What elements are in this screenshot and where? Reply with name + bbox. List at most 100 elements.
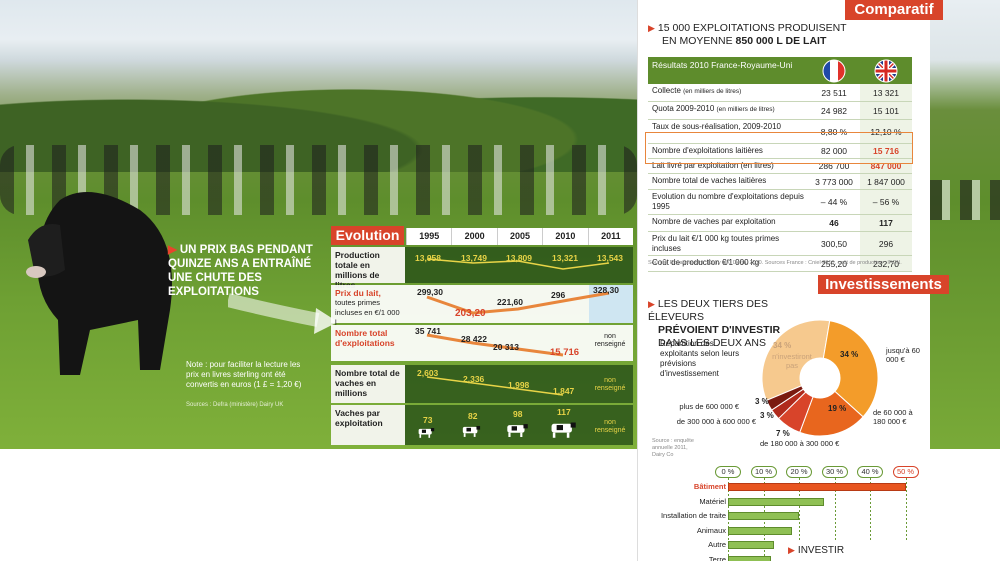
- value-2010: 13,321: [552, 253, 578, 263]
- row-label-small: (en milliers de litres): [716, 106, 775, 113]
- axis-tick-label: 50 %: [892, 466, 919, 478]
- value-2005: 221,60: [497, 297, 523, 307]
- gridline: [799, 478, 800, 561]
- foreground-cow-illustration: [26, 192, 172, 375]
- cow-icon: [551, 422, 576, 438]
- bar: [728, 526, 792, 535]
- uk-value: 847 000: [860, 159, 912, 173]
- caption-text: UN PRIX BAS PENDANT QUINZE ANS A ENTRAÎN…: [168, 244, 313, 298]
- value-2010: 1,847: [553, 386, 575, 396]
- donut-slice: [761, 319, 831, 402]
- value-2000: 203,20: [455, 308, 486, 319]
- caption-arrow-icon: [228, 293, 338, 334]
- france-value: 255,20: [821, 258, 847, 269]
- footer-text: INVESTIR: [797, 545, 845, 556]
- year-header: 2005: [496, 228, 543, 245]
- table-row: Evolution du nombre d'exploitations depu…: [648, 190, 912, 215]
- heading-triangle-icon: ▶: [648, 299, 655, 309]
- slice-label-pct: 3 %: [760, 411, 774, 420]
- row-values: 35 741 28 422 20 313 15 716 non renseign…: [405, 325, 633, 361]
- evolution-source: Sources : Defra (ministère) Dairy UK: [186, 402, 284, 408]
- axis-tick-label: 30 %: [821, 466, 848, 478]
- france-value: 300,50: [821, 238, 847, 249]
- slice-label: de 180 000 à 300 000 €: [760, 439, 840, 448]
- row-label: Prix du lait €/1 000 kg toutes primes in…: [652, 234, 780, 253]
- footer-triangle-icon: ▶: [788, 545, 795, 555]
- value-1995: 35 741: [415, 326, 441, 336]
- table-row: Collecte (en milliers de litres) 23 511 …: [648, 84, 912, 102]
- bar: [728, 555, 771, 561]
- gridline: [834, 478, 836, 561]
- row-label: Lait livré par exploitation (en litres): [652, 161, 774, 170]
- comparatif-source: Sources Royaume-Uni : Dairy UK, Defra, 2…: [648, 260, 902, 266]
- table-row: Lait livré par exploitation (en litres) …: [648, 159, 912, 174]
- slice-label-pct: 34 %: [773, 341, 792, 350]
- france-value: 82 000: [821, 146, 847, 156]
- uk-value: 12,10 %: [860, 120, 912, 143]
- inv-heading-line1: LES DEUX TIERS DES ÉLEVEURS: [648, 298, 769, 323]
- row-label: Nombre total de vaches en millions: [331, 365, 405, 403]
- bar: [728, 497, 824, 506]
- inv-subheading: Répartition des exploitants selon leurs …: [660, 339, 740, 378]
- bar-label: Bâtiment: [693, 482, 726, 491]
- slice-label-pct: 7 %: [776, 429, 790, 438]
- row-values: 299,30 203,20 221,60 296 328,30: [405, 285, 633, 323]
- slice-label-pct: 3 %: [755, 397, 769, 406]
- table-row: Nombre de vaches par exploitation 46 117: [648, 215, 912, 232]
- bar-label: Animaux: [696, 525, 726, 535]
- row-vaches: Nombre total de vaches en millions 2,603…: [331, 365, 633, 403]
- table-header: Résultats 2010 France-Royaume-Uni: [648, 57, 912, 84]
- france-value: 286 700: [818, 161, 850, 171]
- year-header: 2010: [542, 228, 588, 245]
- axis-tick-label: 0 %: [715, 466, 741, 478]
- production-trend-line: [426, 258, 610, 270]
- prix-trend-line: [426, 291, 610, 315]
- row-values: 2,603 2,336 1,998 1,847 non renseigné: [405, 365, 633, 403]
- year-header: 1995: [406, 228, 452, 245]
- highlight-frame: [645, 132, 913, 164]
- cow-icon: [418, 428, 435, 438]
- value-1995: 73: [423, 415, 433, 425]
- comparison-table: Résultats 2010 France-Royaume-Uni Collec…: [648, 57, 912, 272]
- exploitations-trend-line: [426, 333, 564, 357]
- right-edge-photo: [930, 0, 1000, 449]
- heading-triangle-icon: ▶: [648, 23, 655, 33]
- slice-label-pct: 19 %: [828, 404, 847, 413]
- axis-tick-label: 10 %: [750, 466, 777, 478]
- value-1995: 2,603: [417, 368, 439, 378]
- bar: [728, 541, 775, 549]
- value-2000: 2,336: [463, 374, 485, 384]
- row-label: Production totale en millions de litres: [331, 247, 405, 290]
- cow-pasture-photo: [0, 0, 637, 449]
- year-header: 2000: [451, 228, 497, 245]
- uk-value: 232,70: [860, 256, 912, 271]
- france-value: 3 773 000: [815, 176, 853, 187]
- row-label: Taux de sous-réalisation, 2009-2010: [652, 122, 781, 131]
- conversion-note: Note : pour faciliter la lecture les pri…: [186, 360, 302, 389]
- evolution-title: Evolution: [331, 226, 404, 245]
- donut-slice: [765, 385, 805, 411]
- prix-label-red: Prix du lait,: [335, 288, 381, 298]
- evolution-years: 1995 2000 2005 2010 2011: [406, 228, 634, 245]
- value-2010: 296: [551, 290, 566, 300]
- bar-label: Matériel: [699, 496, 726, 506]
- uk-value: 15 716: [860, 144, 912, 158]
- row-label-text: Quota 2009-2010: [652, 104, 715, 113]
- france-value: 24 982: [821, 105, 847, 116]
- value-2005: 98: [513, 409, 523, 419]
- gridline: [905, 478, 907, 561]
- france-value: 8,80 %: [820, 126, 848, 137]
- row-label: Coût de production €/1 000 kg: [652, 258, 760, 267]
- table-row: Quota 2009-2010 (en milliers de litres) …: [648, 102, 912, 120]
- comparatif-heading: ▶ 15 000 EXPLOITATIONS PRODUISENT EN MOYE…: [648, 22, 848, 48]
- value-2010: 117: [557, 407, 571, 417]
- value-2005: 20 313: [493, 342, 519, 352]
- value-1995: 299,30: [417, 287, 443, 297]
- value-2010: 15 716: [550, 347, 580, 358]
- slice-label: plus de 600 000 €: [679, 402, 739, 411]
- cow-icon: [507, 424, 528, 437]
- prix-label-rest: toutes primes incluses en €/1 000 l: [335, 298, 400, 327]
- uk-value: 13 321: [860, 84, 912, 101]
- inv-heading-line2: PRÉVOIENT D'INVESTIR: [658, 324, 781, 336]
- slice-label: de 300 000 à 600 000 €: [676, 417, 756, 426]
